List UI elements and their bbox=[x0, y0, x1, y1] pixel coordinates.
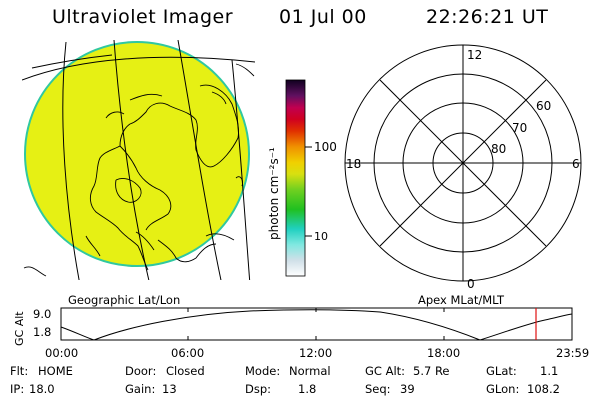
time-tick-0000: 00:00 bbox=[45, 346, 78, 360]
image-date: 01 Jul 00 bbox=[279, 6, 367, 28]
polar-mlt-18: 18 bbox=[346, 157, 361, 171]
altitude-ymax: 9.0 bbox=[33, 307, 51, 321]
glat-label: GLat: bbox=[486, 364, 517, 378]
altitude-ymin: 1.8 bbox=[33, 325, 51, 339]
ip-value: 18.0 bbox=[29, 382, 55, 396]
glon-label: GLon: bbox=[486, 382, 519, 396]
apex-label: Apex MLat/MLT bbox=[418, 293, 505, 307]
time-tick-1200: 12:00 bbox=[299, 346, 332, 360]
color-scale-bar bbox=[285, 79, 312, 277]
geographic-map bbox=[22, 40, 255, 280]
polar-mlt-6: 6 bbox=[572, 157, 580, 171]
colorbar-tick-10: 10 bbox=[314, 230, 328, 243]
imager-title: Ultraviolet Imager bbox=[52, 6, 234, 28]
polar-lat-70: 70 bbox=[512, 121, 527, 135]
geographic-label: Geographic Lat/Lon bbox=[68, 293, 180, 307]
gcalt-label: GC Alt: bbox=[365, 364, 405, 378]
glon-value: 108.2 bbox=[527, 382, 560, 396]
altitude-axis-label: GC Alt bbox=[13, 311, 26, 346]
gain-label: Gain: bbox=[125, 382, 155, 396]
door-label: Door: bbox=[125, 364, 156, 378]
dsp-value: 1.8 bbox=[298, 382, 316, 396]
flt-value: HOME bbox=[38, 364, 73, 378]
image-time: 22:26:21 UT bbox=[426, 6, 549, 28]
ip-label: IP: bbox=[10, 382, 24, 396]
polar-lat-60: 60 bbox=[536, 99, 551, 113]
colorbar-unit-label: photon cm⁻²s⁻¹ bbox=[267, 147, 281, 240]
time-tick-0600: 06:00 bbox=[171, 346, 204, 360]
glat-value: 1.1 bbox=[540, 364, 558, 378]
polar-mlt-0: 0 bbox=[467, 277, 475, 291]
mode-label: Mode: bbox=[245, 364, 280, 378]
coastlines bbox=[23, 63, 255, 277]
mode-value: Normal bbox=[289, 364, 331, 378]
seq-value: 39 bbox=[400, 382, 415, 396]
door-value: Closed bbox=[166, 364, 205, 378]
gcalt-value: 5.7 Re bbox=[413, 364, 450, 378]
colorbar-tick-100: 100 bbox=[314, 140, 337, 154]
polar-lat-80: 80 bbox=[491, 142, 506, 156]
dsp-label: Dsp: bbox=[245, 382, 271, 396]
earth-disk bbox=[24, 41, 250, 267]
altitude-curve bbox=[60, 309, 573, 341]
seq-label: Seq: bbox=[365, 382, 391, 396]
polar-plot bbox=[344, 44, 582, 282]
gain-value: 13 bbox=[162, 382, 177, 396]
polar-mlt-12: 12 bbox=[467, 48, 482, 62]
flt-label: Flt: bbox=[10, 364, 28, 378]
time-tick-2359: 23:59 bbox=[556, 346, 589, 360]
altitude-plot bbox=[60, 307, 573, 341]
time-tick-1800: 18:00 bbox=[427, 346, 460, 360]
